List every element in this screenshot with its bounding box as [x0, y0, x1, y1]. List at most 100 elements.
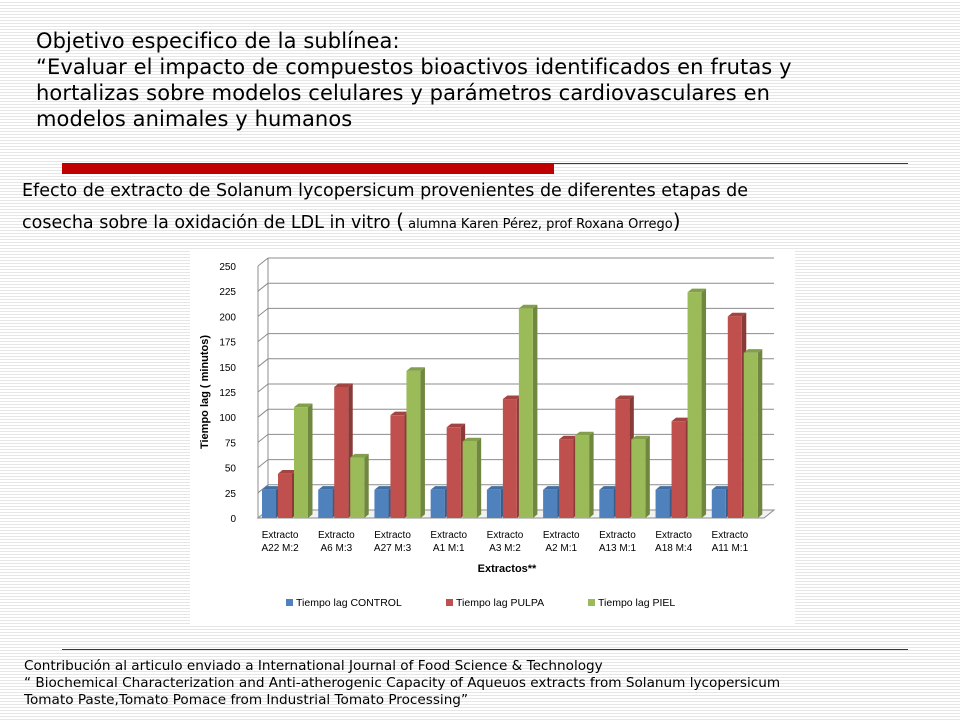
- objective-line-2: “Evaluar el impacto de compuestos bioact…: [36, 55, 792, 79]
- bar-tiempo-lag-control-6-top: [543, 486, 562, 490]
- legend-label-3: Tiempo lag PIEL: [598, 597, 675, 609]
- bar-tiempo-lag-pulpa-6: [559, 439, 574, 518]
- bar-tiempo-lag-pulpa-6-top: [559, 435, 578, 440]
- legend-label-1: Tiempo lag CONTROL: [296, 597, 402, 609]
- bottom-divider-line: [62, 649, 908, 650]
- bar-tiempo-lag-pulpa-8-top: [671, 417, 691, 422]
- bar-tiempo-lag-control-7: [599, 489, 614, 518]
- bar-tiempo-lag-piel-4: [462, 441, 477, 518]
- objective-block: Objetivo especifico de la sublínea: “Eva…: [36, 28, 936, 132]
- bar-tiempo-lag-control-7-top: [599, 486, 618, 490]
- x-tick-label: Extracto: [655, 530, 692, 541]
- footer-line-1: Contribución al articulo enviado a Inter…: [24, 658, 603, 674]
- x-tick-label: A11 M:1: [712, 543, 749, 554]
- y-tick-label: 250: [219, 262, 236, 273]
- bar-tiempo-lag-piel-9-side: [757, 349, 763, 518]
- bar-tiempo-lag-piel-7-side: [645, 435, 650, 518]
- x-tick-label: Extracto: [374, 530, 411, 541]
- bar-tiempo-lag-pulpa-5-top: [502, 395, 522, 400]
- legend-swatch-3: [588, 599, 595, 606]
- bar-tiempo-lag-piel-5-top: [518, 304, 538, 309]
- gridline-side-125: [257, 383, 269, 393]
- x-tick-label: A13 M:1: [599, 543, 637, 554]
- chart-panel: 0 25 50 75 100 125 150 175 200 225 250 Tiempo lag (…: [190, 250, 795, 625]
- bar-tiempo-lag-piel-9-top: [743, 349, 763, 353]
- bar-tiempo-lag-piel-8-top: [687, 288, 707, 293]
- gridline-side-50: [257, 459, 269, 468]
- x-tick-label: Extracto: [543, 530, 580, 541]
- x-tick-label: Extracto: [712, 530, 749, 541]
- bar-tiempo-lag-control-6: [543, 489, 558, 518]
- bar-tiempo-lag-pulpa-9: [727, 316, 742, 518]
- x-tick-label: A22 M:2: [261, 543, 299, 554]
- bar-tiempo-lag-control-5: [486, 489, 501, 518]
- bar-tiempo-lag-control-8: [655, 489, 670, 518]
- bar-tiempo-lag-control-9: [711, 489, 726, 518]
- bar-tiempo-lag-pulpa-3-top: [390, 411, 409, 416]
- y-tick-label: 125: [219, 388, 236, 399]
- y-tick-label: 50: [225, 464, 237, 475]
- top-divider-bar: [62, 164, 554, 174]
- bar-tiempo-lag-piel-5-side: [532, 304, 538, 518]
- bar-tiempo-lag-piel-8: [687, 292, 702, 518]
- bar-tiempo-lag-control-1-top: [262, 486, 281, 490]
- bar-tiempo-lag-piel-2-top: [350, 453, 369, 458]
- bar-tiempo-lag-pulpa-7: [615, 399, 630, 518]
- gridline-side-250: [257, 257, 269, 267]
- caption-line-2-main: cosecha sobre la oxidación de LDL in vit…: [22, 213, 397, 233]
- x-tick-label: A27 M:3: [374, 543, 412, 554]
- bar-tiempo-lag-control-1: [262, 489, 276, 518]
- y-tick-label: 100: [219, 413, 236, 424]
- bar-tiempo-lag-piel-1-top: [294, 403, 313, 408]
- bar-tiempo-lag-piel-6-top: [575, 431, 594, 436]
- bar-tiempo-lag-pulpa-7-top: [615, 395, 634, 400]
- bar-tiempo-lag-pulpa-1: [278, 473, 292, 518]
- bar-tiempo-lag-control-2-top: [318, 486, 337, 490]
- bar-tiempo-lag-piel-4-top: [462, 437, 482, 442]
- bar-tiempo-lag-piel-1-side: [308, 403, 313, 518]
- bar-tiempo-lag-piel-3-side: [420, 367, 425, 518]
- y-tick-label: 150: [219, 363, 236, 374]
- caption-line-2: cosecha sobre la oxidación de LDL in vit…: [22, 206, 942, 240]
- x-axis-title: Extractos**: [478, 563, 537, 575]
- gridline-side-225: [257, 282, 269, 292]
- objective-line-1: Objetivo especifico de la sublínea:: [36, 29, 400, 53]
- x-tick-label: A18 M:4: [655, 543, 693, 554]
- legend-swatch-2: [446, 599, 453, 606]
- footer-line-2: “ Biochemical Characterization and Anti-…: [24, 675, 781, 691]
- bar-tiempo-lag-control-3-top: [374, 486, 393, 490]
- bar-tiempo-lag-pulpa-3: [390, 415, 405, 518]
- bar-tiempo-lag-pulpa-1-top: [278, 470, 297, 474]
- x-tick-label: Extracto: [318, 530, 355, 541]
- x-tick-label: A3 M:2: [489, 543, 521, 554]
- bar-tiempo-lag-piel-6: [575, 435, 590, 518]
- bar-tiempo-lag-piel-7: [631, 439, 646, 518]
- chart-caption: Efecto de extracto de Solanum lycopersic…: [22, 176, 942, 240]
- caption-line-1: Efecto de extracto de Solanum lycopersic…: [22, 181, 748, 201]
- y-tick-label: 225: [219, 287, 236, 298]
- bar-tiempo-lag-piel-2-side: [364, 453, 369, 518]
- bar-tiempo-lag-pulpa-4: [446, 427, 461, 518]
- legend-swatch-1: [286, 599, 293, 606]
- bar-tiempo-lag-piel-7-top: [631, 435, 650, 440]
- bar-tiempo-lag-pulpa-5: [502, 399, 517, 518]
- caption-paren-close: ): [672, 209, 681, 233]
- gridline-side-25: [257, 484, 269, 494]
- gridline-side-75: [257, 434, 269, 443]
- x-tick-label: A2 M:1: [545, 543, 577, 554]
- bar-tiempo-lag-pulpa-2: [334, 386, 349, 518]
- bar-tiempo-lag-pulpa-2-top: [334, 383, 353, 387]
- bar-tiempo-lag-piel-6-side: [589, 431, 594, 518]
- bar-tiempo-lag-piel-2: [350, 457, 365, 518]
- bar-tiempo-lag-control-9-top: [711, 486, 731, 490]
- y-tick-label: 200: [219, 312, 236, 323]
- bar-tiempo-lag-pulpa-4-top: [446, 423, 466, 428]
- bar-tiempo-lag-piel-5: [518, 308, 533, 518]
- objective-line-3: hortalizas sobre modelos celulares y par…: [36, 81, 771, 105]
- objective-line-4: modelos animales y humanos: [36, 107, 353, 131]
- bar-tiempo-lag-control-5-top: [486, 486, 506, 490]
- bar-tiempo-lag-piel-3-top: [406, 367, 425, 371]
- x-tick-label: Extracto: [599, 530, 636, 541]
- y-tick-label: 25: [225, 489, 237, 500]
- x-tick-label: A6 M:3: [320, 543, 352, 554]
